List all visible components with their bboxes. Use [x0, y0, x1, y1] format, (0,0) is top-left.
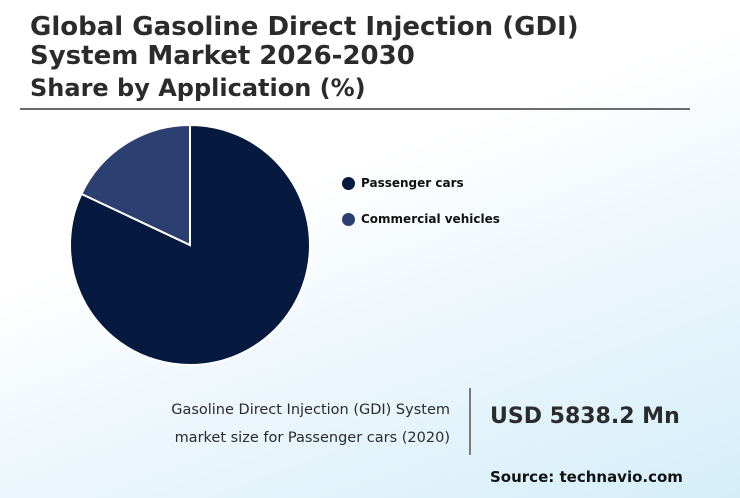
legend: Passenger cars Commercial vehicles	[342, 172, 500, 244]
market-size-description-line-1: Gasoline Direct Injection (GDI) System	[171, 402, 450, 418]
market-size-description: Gasoline Direct Injection (GDI) System m…	[90, 396, 450, 452]
legend-item-passenger-cars: Passenger cars	[342, 172, 500, 194]
legend-label-commercial-vehicles: Commercial vehicles	[361, 212, 500, 226]
market-size-value: USD 5838.2 Mn	[490, 404, 680, 429]
title-divider	[20, 108, 690, 110]
stat-divider	[469, 388, 471, 455]
chart-subtitle: Share by Application (%)	[30, 74, 366, 102]
source-credit: Source: technavio.com	[490, 468, 683, 486]
pie-chart	[69, 123, 311, 366]
pie-slice-commercial-vehicles	[80, 123, 191, 247]
legend-swatch-commercial-vehicles	[342, 212, 355, 226]
legend-swatch-passenger-cars	[342, 176, 355, 190]
market-size-description-line-2: market size for Passenger cars (2020)	[174, 430, 450, 446]
chart-title: Global Gasoline Direct Injection (GDI) S…	[30, 12, 579, 71]
legend-label-passenger-cars: Passenger cars	[361, 176, 464, 190]
pie-slice-passenger-cars	[69, 123, 311, 366]
legend-item-commercial-vehicles: Commercial vehicles	[342, 208, 500, 230]
